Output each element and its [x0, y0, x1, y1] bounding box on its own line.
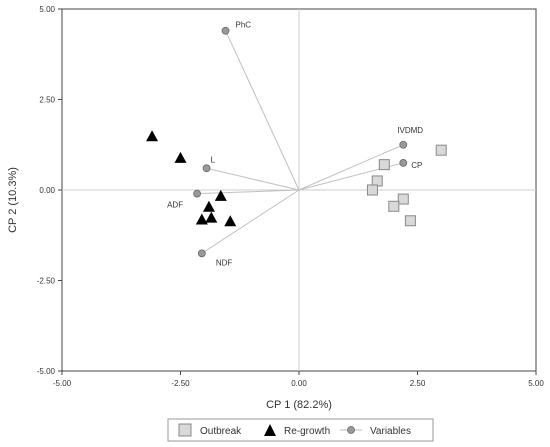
regrowth-point [146, 130, 159, 142]
regrowth-point [205, 211, 218, 223]
legend-variables-label: Variables [370, 426, 411, 437]
y-tick-label: -2.50 [37, 277, 56, 286]
variable-label: L [211, 155, 216, 164]
y-tick-label: 5.00 [39, 5, 55, 14]
variable-label: IVDMD [397, 126, 423, 135]
regrowth-point [195, 213, 208, 225]
y-axis-title: CP 2 (10.3%) [7, 167, 19, 233]
outbreak-point [378, 159, 390, 171]
variable-point [399, 158, 408, 167]
y-tick-label: -5.00 [37, 367, 56, 376]
outbreak-point [435, 144, 447, 156]
variable-label: CP [411, 161, 422, 170]
variable-label: ADF [167, 201, 183, 210]
vector-layer [197, 30, 404, 254]
regrowth-point [174, 151, 187, 163]
variable-point [197, 249, 206, 258]
outbreak-point [366, 184, 378, 196]
regrowth-point [224, 215, 237, 227]
y-tick-label: 2.50 [39, 96, 55, 105]
labels-layer: PhC L ADF NDF IVDMD CP [167, 21, 423, 268]
legend: Outbreak Re-growth Variables [167, 418, 434, 442]
legend-outbreak-label: Outbreak [200, 426, 242, 437]
variable-point [221, 26, 230, 35]
legend-variables-icon [347, 426, 355, 434]
variable-point [202, 164, 211, 173]
legend-outbreak-icon [178, 423, 192, 437]
points-layer [146, 26, 447, 258]
variable-vector [298, 144, 404, 191]
legend-regrowth-icon [264, 424, 276, 436]
x-tick-label: 0.00 [291, 379, 307, 388]
axis-layer: -5.00 -2.50 0.00 2.50 5.00 5.00 2.50 0.00 -2.50 -… [37, 5, 545, 388]
outbreak-point [404, 215, 416, 227]
regrowth-point [202, 200, 215, 212]
x-tick-label: 5.00 [528, 379, 544, 388]
variable-vector [206, 167, 300, 191]
x-tick-label: 2.50 [410, 379, 426, 388]
outbreak-point [371, 175, 383, 187]
outbreak-point [388, 200, 400, 212]
regrowth-point [214, 189, 227, 201]
variable-vector [197, 189, 300, 195]
variable-label: NDF [216, 258, 233, 267]
variable-point [399, 140, 408, 149]
legend-regrowth-label: Re-growth [284, 426, 330, 437]
variable-point [193, 189, 201, 198]
outbreak-point [397, 193, 409, 205]
y-tick-label: 0.00 [39, 186, 55, 195]
variable-label: PhC [236, 21, 252, 30]
x-tick-label: -2.50 [171, 379, 190, 388]
variable-vector [201, 189, 300, 254]
x-tick-label: -5.00 [53, 379, 72, 388]
legend-box [167, 418, 434, 442]
x-axis-title: CP 1 (82.2%) [266, 399, 332, 411]
variable-vector [225, 30, 300, 191]
